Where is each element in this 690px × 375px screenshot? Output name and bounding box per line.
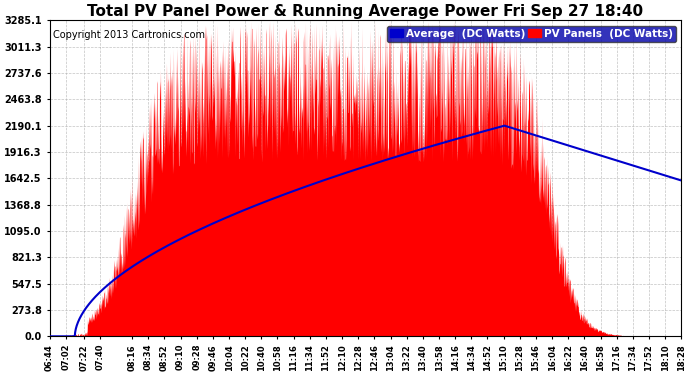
Text: Copyright 2013 Cartronics.com: Copyright 2013 Cartronics.com xyxy=(52,30,205,40)
Title: Total PV Panel Power & Running Average Power Fri Sep 27 18:40: Total PV Panel Power & Running Average P… xyxy=(88,4,644,19)
Legend: Average  (DC Watts), PV Panels  (DC Watts): Average (DC Watts), PV Panels (DC Watts) xyxy=(387,26,676,42)
